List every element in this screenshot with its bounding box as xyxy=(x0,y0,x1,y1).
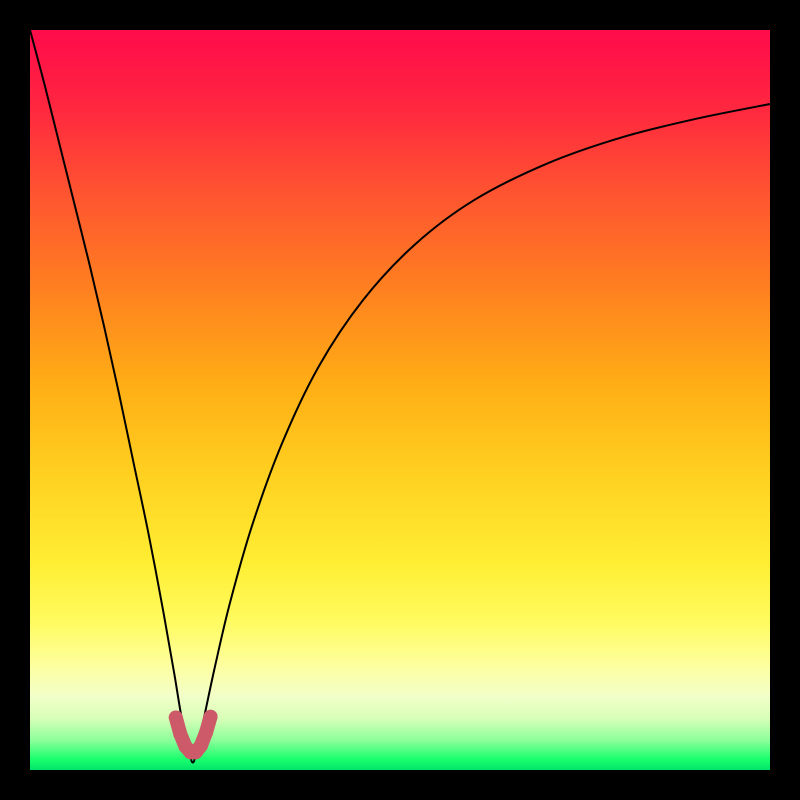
marker-dot xyxy=(194,739,208,753)
marker-dot xyxy=(173,727,187,741)
marker-dot xyxy=(199,725,213,739)
plot-background xyxy=(30,30,770,770)
marker-dot xyxy=(204,710,218,724)
marker-dot xyxy=(169,710,183,724)
chart-plot xyxy=(0,0,800,800)
